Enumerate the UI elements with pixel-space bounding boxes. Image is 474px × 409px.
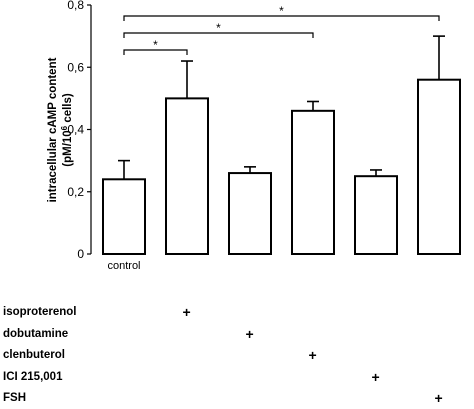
treatment-label: ICI 215,001 xyxy=(3,370,63,383)
treatment-label: clenbuterol xyxy=(3,349,65,361)
significance-bracket xyxy=(123,49,188,55)
significance-bracket xyxy=(123,15,440,21)
significance-star: * xyxy=(216,21,221,35)
bar xyxy=(354,175,398,255)
bar xyxy=(417,78,461,255)
significance-star: * xyxy=(153,38,158,52)
y-tick-label: 0 xyxy=(77,247,84,261)
y-tick-label: 0,2 xyxy=(67,185,84,199)
y-tick-label: 0,4 xyxy=(67,123,84,137)
bar xyxy=(165,97,209,255)
y-tick-label: 0,8 xyxy=(67,0,84,12)
bar xyxy=(228,172,272,255)
significance-brackets: * * * xyxy=(123,4,440,55)
y-axis-label-line2: (pM/106 cells) xyxy=(60,93,75,167)
treatment-plus-mark: + xyxy=(245,325,254,342)
bar xyxy=(291,109,335,255)
y-axis-label-line1: intracellular cAMP content xyxy=(47,57,59,202)
significance-bracket xyxy=(123,32,314,38)
y-tick-label: 0,6 xyxy=(67,60,84,74)
axes: 0 0,2 0,4 0,6 0,8 xyxy=(67,0,92,261)
treatment-plus-mark: + xyxy=(182,304,191,320)
bar-chart: 0 0,2 0,4 0,6 0,8 control * * * intracellular … xyxy=(47,0,461,272)
treatment-plus-mark: + xyxy=(308,347,317,363)
x-category-label: control xyxy=(107,260,140,272)
bar xyxy=(102,178,146,255)
treatment-plus-mark: + xyxy=(434,390,443,406)
significance-star: * xyxy=(279,4,284,18)
treatment-label: dobutamine xyxy=(3,327,69,340)
treatment-label: FSH xyxy=(3,392,26,404)
bars: control xyxy=(102,35,461,272)
treatment-plus-mark: + xyxy=(371,368,380,385)
treatment-label: isoproterenol xyxy=(3,306,77,318)
